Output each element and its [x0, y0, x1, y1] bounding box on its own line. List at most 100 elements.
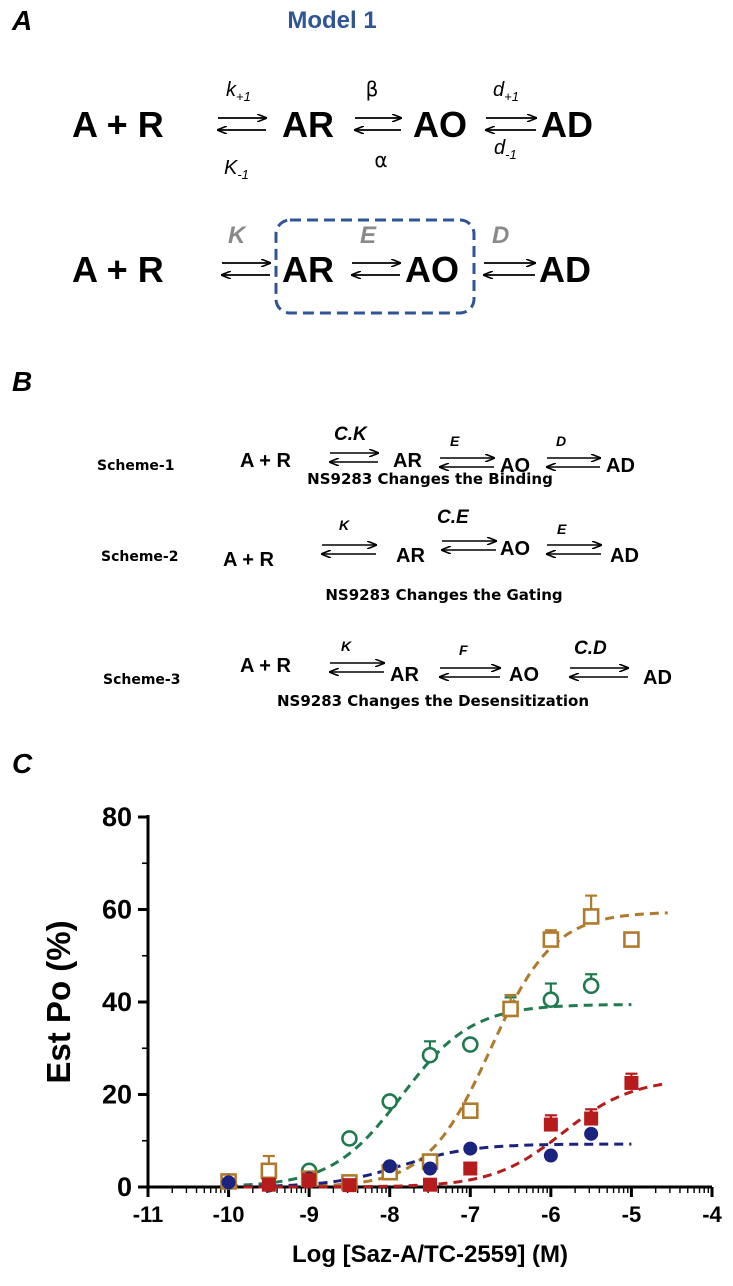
data-point-series-1	[542, 991, 560, 1008]
rate-k-fwd: k+1	[226, 79, 251, 104]
data-point-series-4	[463, 1161, 478, 1176]
data-point-series-1	[582, 977, 600, 995]
scheme-1-rate-1: C.K	[334, 424, 368, 445]
y-tick-label: 80	[102, 802, 132, 832]
data-point-series-3	[382, 1159, 397, 1174]
scheme-1-rate-2: E	[450, 433, 460, 449]
y-tick-label: 20	[102, 1080, 132, 1110]
y-axis-title: Est Po (%)	[40, 920, 77, 1083]
data-point-series-1	[381, 1093, 399, 1110]
scheme-1-species-2: AR	[393, 450, 422, 472]
row1-arrows-desens	[486, 118, 536, 130]
row2-species-ad: AD	[539, 249, 591, 290]
data-point-series-3	[543, 1148, 558, 1163]
x-tick-label: -5	[622, 1202, 642, 1227]
scheme-3-species-3: AO	[509, 664, 539, 686]
scheme-2-species-2: AR	[396, 545, 425, 567]
scheme-1-species-3: AO	[500, 455, 530, 477]
scheme-2-species-1: A + R	[223, 549, 274, 571]
data-point-series-4	[261, 1177, 276, 1192]
dose-response-chart: -11 -10 -9 -8 -7 -6 -5 -4 0 20 40 60 80 Log [Saz-A/T…	[40, 802, 723, 1268]
data-point-series-4	[302, 1173, 317, 1188]
panel-a-letter: A	[11, 5, 32, 36]
row2-label-k: K	[228, 222, 247, 249]
scheme-3: Scheme-3 A + R AR AO AD K F C.D NS9283 C…	[103, 638, 672, 710]
data-point-series-1	[461, 1036, 479, 1053]
row1-species-ar-free: A + R	[72, 104, 164, 145]
row1-species-ao: AO	[413, 104, 467, 145]
fit-curve-series-2	[228, 911, 668, 1189]
row1-species-ar: AR	[282, 104, 334, 145]
data-point-series-3	[463, 1141, 478, 1156]
scheme-1-name: Scheme-1	[97, 458, 174, 474]
row2-arrows-desens	[484, 263, 535, 275]
scheme-1-species-4: AD	[606, 455, 635, 477]
scheme-3-caption: NS9283 Changes the Desensitization	[277, 692, 589, 710]
rate-alpha: α	[374, 148, 387, 172]
data-point-series-2	[502, 1000, 519, 1018]
data-point-series-2	[461, 1102, 479, 1119]
scheme-2-rate-1: K	[339, 517, 350, 533]
data-point-series-4	[584, 1111, 599, 1126]
data-point-series-4	[423, 1177, 437, 1192]
scheme-2-caption: NS9283 Changes the Gating	[325, 586, 562, 604]
rate-d-fwd: d+1	[493, 79, 519, 104]
fit-curve-series-1	[228, 1003, 632, 1188]
row1-arrows-binding	[218, 118, 266, 130]
row1-arrows-gating	[355, 118, 401, 130]
gating-dashed-box	[274, 218, 476, 315]
data-point-series-2	[582, 908, 600, 925]
panel-b-letter: B	[12, 366, 32, 397]
data-point-series-3	[584, 1126, 599, 1141]
chart-axes: -11 -10 -9 -8 -7 -6 -5 -4 0 20 40 60 80	[102, 802, 723, 1227]
row2-species-ar: AR	[282, 249, 334, 290]
data-point-series-3	[221, 1175, 236, 1190]
scheme-3-species-2: AR	[390, 664, 419, 686]
row2-label-d: D	[492, 222, 509, 249]
scheme-3-rate-2: F	[459, 642, 468, 658]
data-point-series-1	[421, 1046, 439, 1064]
x-tick-label: -11	[133, 1202, 164, 1227]
row2-arrows-gating	[352, 263, 400, 275]
x-tick-label: -8	[380, 1202, 400, 1227]
scheme-3-rate-3: C.D	[574, 638, 607, 659]
rate-d-back: d-1	[494, 137, 517, 162]
scheme-1-rate-3: D	[556, 433, 566, 449]
rate-k-back: K-1	[224, 157, 249, 182]
scheme-3-species-1: A + R	[240, 655, 291, 677]
x-tick-label: -6	[541, 1202, 561, 1227]
data-point-series-1	[341, 1130, 358, 1147]
scheme-2-name: Scheme-2	[101, 549, 178, 565]
row2-arrows-binding	[222, 263, 270, 275]
scheme-2-rate-3: E	[557, 521, 567, 537]
y-tick-label: 60	[102, 895, 132, 925]
data-point-series-3	[423, 1161, 437, 1176]
fit-curve-series-3	[228, 1142, 632, 1189]
row2-label-e: E	[360, 222, 377, 249]
data-point-series-2	[260, 1162, 278, 1180]
scheme-1: Scheme-1 A + R AR AO AD C.K E D NS9283 C…	[97, 424, 635, 488]
x-tick-label: -10	[213, 1202, 245, 1227]
data-point-series-4	[342, 1178, 357, 1193]
x-tick-label: -4	[702, 1202, 722, 1227]
scheme-3-rate-1: K	[341, 638, 352, 654]
y-tick-label: 0	[117, 1172, 132, 1202]
scheme-3-name: Scheme-3	[103, 672, 180, 688]
rate-beta: β	[366, 77, 379, 101]
data-point-series-4	[624, 1075, 639, 1090]
data-point-series-2	[623, 931, 640, 948]
x-axis-title: Log [Saz-A/TC-2559] (M)	[292, 1241, 568, 1268]
row2-species-ar-free: A + R	[72, 249, 164, 290]
model-title: Model 1	[287, 7, 376, 34]
x-tick-label: -9	[299, 1202, 319, 1227]
scheme-1-species-1: A + R	[240, 450, 291, 472]
x-tick-label: -7	[461, 1202, 481, 1227]
scheme-3-species-4: AD	[643, 667, 672, 689]
scheme-2-rate-2: C.E	[437, 507, 470, 528]
row1-species-ad: AD	[541, 104, 593, 145]
scheme-1-caption: NS9283 Changes the Binding	[307, 470, 553, 488]
scheme-2: Scheme-2 A + R AR AO AD K C.E E NS9283 C…	[101, 507, 639, 604]
scheme-2-species-3: AO	[500, 538, 530, 560]
y-tick-label: 40	[102, 987, 132, 1017]
